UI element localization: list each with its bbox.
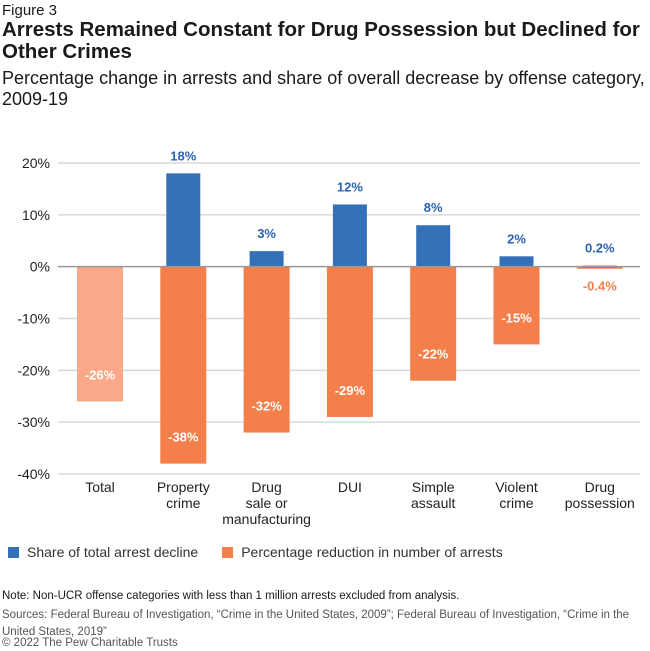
data-label-share: 0.2% <box>585 241 615 256</box>
data-label-share: 2% <box>507 231 526 246</box>
x-tick-label: assault <box>411 495 455 511</box>
x-tick-label: DUI <box>338 479 362 495</box>
legend-label: Percentage reduction in number of arrest… <box>241 544 503 560</box>
data-label-reduction: -29% <box>335 383 366 398</box>
bar-share <box>166 173 201 267</box>
x-tick-label: Simple <box>412 479 455 495</box>
legend-swatch-blue <box>8 546 19 558</box>
x-tick-label: Drug <box>251 479 281 495</box>
data-label-reduction: -26% <box>85 367 116 382</box>
legend-item-share: Share of total arrest decline <box>8 544 198 560</box>
bar-chart: 20% 10% 0% -10% -20% -30% -40% -26% Total 18% -38%… <box>17 148 640 527</box>
data-label-share: 3% <box>257 226 276 241</box>
x-tick-label: crime <box>499 495 533 511</box>
y-tick-label: 10% <box>22 207 50 223</box>
bar-reduction <box>493 266 540 345</box>
sources: Sources: Federal Bureau of Investigation… <box>2 609 630 638</box>
bar-reduction <box>326 266 373 417</box>
y-tick-label: -10% <box>17 311 50 327</box>
x-tick-label: manufacturing <box>222 511 311 527</box>
data-label-reduction: -38% <box>168 430 199 445</box>
legend-label: Share of total arrest decline <box>27 544 199 560</box>
data-label-reduction: -15% <box>501 310 532 325</box>
x-tick-label: Total <box>85 479 115 495</box>
bar-reduction <box>77 266 123 402</box>
note: Note: Non-UCR offense categories with le… <box>2 590 460 602</box>
x-tick-label: sale or <box>246 495 288 511</box>
bar-share <box>332 204 367 267</box>
chart-title: Arrests Remained Constant for Drug Posse… <box>2 18 640 63</box>
bar-share <box>249 251 284 267</box>
bar-share <box>499 256 534 267</box>
y-tick-label: -40% <box>17 466 50 482</box>
data-label-reduction: -22% <box>418 347 449 362</box>
data-label-share: 18% <box>170 148 196 163</box>
y-tick-label: -30% <box>17 414 50 430</box>
x-tick-label: Property <box>157 479 210 495</box>
y-tick-label: 0% <box>30 259 50 275</box>
data-label-reduction: -32% <box>251 399 282 414</box>
bar-share <box>416 225 451 267</box>
copyright: © 2022 The Pew Charitable Trusts <box>2 637 178 649</box>
bar-reduction <box>410 266 457 381</box>
y-tick-label: 20% <box>22 155 50 171</box>
bar-reduction <box>243 266 290 433</box>
data-label-share: 12% <box>337 179 363 194</box>
legend-swatch-orange <box>222 546 234 558</box>
x-tick-label: Drug <box>585 479 615 495</box>
data-label-reduction: -0.4% <box>583 279 617 294</box>
chart-subtitle: Percentage change in arrests and share o… <box>2 68 645 109</box>
bar-reduction <box>160 266 207 464</box>
bar-reduction <box>576 266 623 269</box>
x-tick-label: Violent <box>495 479 538 495</box>
data-label-share: 8% <box>424 200 443 215</box>
x-tick-label: possession <box>565 495 635 511</box>
legend: Share of total arrest decline Percentage… <box>8 544 503 560</box>
figure-number: Figure 3 <box>2 2 58 19</box>
y-tick-label: -20% <box>17 362 50 378</box>
x-tick-label: crime <box>166 495 200 511</box>
legend-item-reduction: Percentage reduction in number of arrest… <box>222 544 503 560</box>
